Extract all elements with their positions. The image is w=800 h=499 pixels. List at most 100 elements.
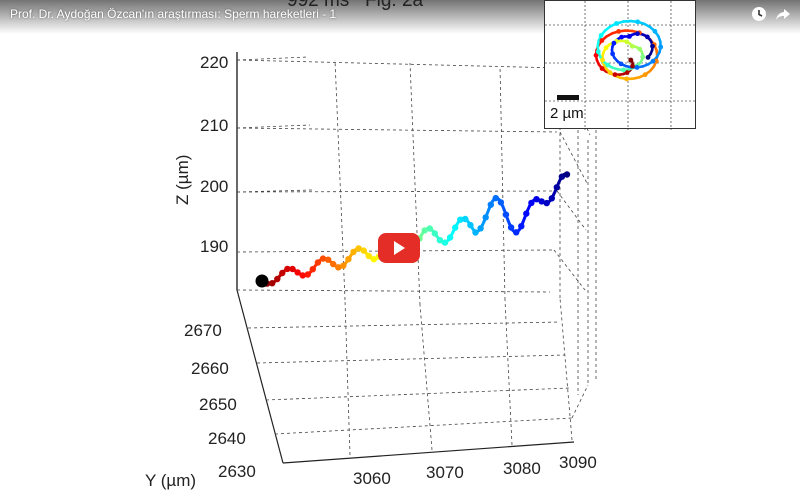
inset-point xyxy=(645,55,651,60)
grid-line xyxy=(265,387,571,401)
grid-line xyxy=(553,249,586,291)
grid-line xyxy=(559,131,589,186)
y-tick-label: 2670 xyxy=(184,321,222,340)
x-tick-label: 3060 xyxy=(353,469,391,488)
trajectory-point xyxy=(309,266,316,273)
inset-point xyxy=(612,72,618,77)
trajectory-point xyxy=(269,280,276,287)
trajectory-point xyxy=(558,173,566,180)
inset-point xyxy=(658,44,664,50)
inset-point xyxy=(605,62,611,68)
grid-line xyxy=(256,354,566,364)
trajectory-point xyxy=(345,256,352,263)
trajectory-point xyxy=(365,252,372,260)
trajectory-point xyxy=(304,271,311,278)
x-tick-label: 3080 xyxy=(503,459,541,478)
inset-plot xyxy=(545,1,697,130)
share-arrow-icon[interactable] xyxy=(775,6,791,22)
inset-point xyxy=(629,43,635,49)
grid-line xyxy=(274,417,573,435)
trajectory-point xyxy=(279,269,286,277)
inset-point xyxy=(630,63,635,69)
inset-point xyxy=(645,34,650,40)
trajectory-point xyxy=(507,224,515,231)
z-tick-label: 210 xyxy=(200,116,228,135)
scale-bar xyxy=(557,95,579,100)
inset-point xyxy=(624,76,629,82)
trajectory-point xyxy=(452,224,459,231)
inset-point xyxy=(593,52,599,58)
x-tick-label: 3090 xyxy=(559,453,597,472)
scale-bar-label: 2 µm xyxy=(550,105,584,122)
grid-line xyxy=(334,59,346,301)
inset-point xyxy=(599,66,605,71)
trajectory-point xyxy=(319,255,327,262)
grid-line xyxy=(556,190,587,231)
y-axis-label: Y (µm) xyxy=(145,471,196,490)
trajectory-point xyxy=(330,260,337,268)
grid-line xyxy=(571,384,589,419)
trajectory-point xyxy=(441,239,449,246)
inset-point xyxy=(610,51,615,57)
z-tick-label: 190 xyxy=(200,237,228,256)
video-title[interactable]: Prof. Dr. Aydoğan Özcan'ın araştırması: … xyxy=(10,7,337,21)
trajectory-point xyxy=(457,216,464,223)
inset-point xyxy=(628,57,634,63)
trajectory-point xyxy=(340,262,347,269)
trajectory-point xyxy=(426,225,433,232)
inset-point xyxy=(635,19,640,25)
inset-trajectory xyxy=(593,19,664,82)
trajectory-point xyxy=(324,256,332,263)
inset-point xyxy=(599,38,605,43)
inset-point xyxy=(619,34,624,40)
grid-line xyxy=(419,304,433,451)
trajectory-point xyxy=(513,229,520,236)
inset-point xyxy=(640,54,646,60)
trajectory-point xyxy=(548,195,555,202)
trajectory-point xyxy=(472,229,479,236)
grid-line xyxy=(236,56,309,61)
trajectory-point xyxy=(446,234,454,241)
y-tick-label: 2640 xyxy=(208,429,246,448)
inset-point xyxy=(600,57,605,63)
start-marker xyxy=(255,274,269,288)
inset-point xyxy=(616,29,621,34)
inset-point xyxy=(621,67,626,73)
inset-point xyxy=(652,28,658,34)
z-tick-label: 200 xyxy=(200,177,228,196)
clock-icon[interactable] xyxy=(751,6,767,22)
trajectory-point xyxy=(360,247,367,254)
y-tick-label: 2650 xyxy=(199,395,237,414)
grid-line xyxy=(236,124,311,129)
inset-point xyxy=(598,33,604,38)
trajectory-point xyxy=(284,265,291,273)
trajectory-point xyxy=(487,201,494,208)
time-label: 992 ms xyxy=(287,0,350,11)
trajectory-point xyxy=(492,194,499,202)
trajectory-point xyxy=(350,248,357,256)
grid-line xyxy=(247,321,561,329)
inset-point xyxy=(642,72,648,78)
trajectory-point xyxy=(289,265,296,273)
inset-point xyxy=(614,21,619,26)
trajectory-point xyxy=(314,259,322,266)
inset-point xyxy=(635,31,640,37)
trajectory-point xyxy=(335,264,342,271)
play-icon xyxy=(394,241,405,255)
grid-line xyxy=(559,297,573,441)
play-button[interactable] xyxy=(378,233,420,263)
trajectory-point xyxy=(553,184,560,191)
trajectory-point xyxy=(436,237,444,244)
z-axis-label: Z (µm) xyxy=(173,155,192,205)
trajectory-point xyxy=(518,223,525,230)
grid-line xyxy=(409,62,421,306)
trajectory-point xyxy=(563,171,571,178)
inset-point xyxy=(627,34,632,39)
figure-label: Fig. 2a xyxy=(365,0,424,11)
inset-point xyxy=(624,70,630,75)
inset-point xyxy=(650,43,655,49)
trajectory-point xyxy=(482,214,489,221)
trajectory-point xyxy=(299,272,306,279)
grid-line xyxy=(504,299,513,446)
